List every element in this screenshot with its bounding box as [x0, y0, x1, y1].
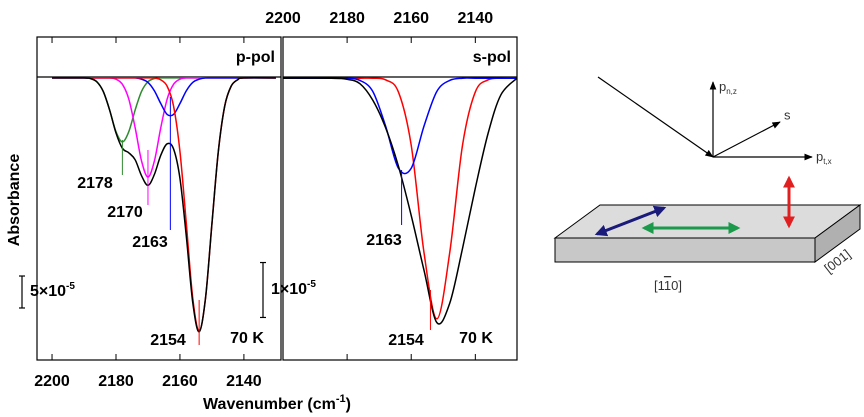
- beam-label-sub: n,z: [726, 87, 737, 96]
- x-tick-label: 2160: [162, 373, 198, 390]
- peak-label: 2170: [107, 204, 143, 221]
- scale-bar-text: 5×10: [30, 283, 66, 300]
- peak-label: 2163: [132, 234, 168, 251]
- spectrum-line: [52, 78, 276, 116]
- spectrum-panel: p-pol 70 K 2200 2180 2160 2140 2178 2170 2163 215…: [19, 37, 276, 390]
- temperature-label: 70 K: [459, 330, 493, 347]
- scale-bar-exponent: -5: [307, 279, 316, 290]
- x-tick-label: 2180: [98, 373, 134, 390]
- peak-label: 2154: [388, 332, 424, 349]
- panel-frame: [37, 37, 281, 360]
- scale-bar-exponent: -5: [66, 281, 75, 292]
- crystal-axis-part: 1: [664, 278, 671, 293]
- slab-front: [555, 238, 815, 262]
- x-tick-label: 2160: [393, 10, 429, 27]
- beam-label-sub: t,x: [823, 157, 831, 166]
- spectrum-line: [52, 78, 276, 177]
- s-arrow: [713, 122, 780, 157]
- temperature-label: 70 K: [230, 330, 264, 347]
- y-axis-label: Absorbance: [6, 154, 23, 247]
- crystal-axis-label: [110]: [654, 278, 682, 293]
- scale-bar-text: 1×10: [271, 281, 307, 298]
- x-tick-label: 2200: [34, 373, 70, 390]
- panel-frames: [37, 37, 517, 360]
- peak-label: 2163: [366, 232, 402, 249]
- x-axis-label-end: ): [346, 396, 351, 413]
- panel-frame: [283, 37, 517, 360]
- incident-beam: [598, 77, 713, 157]
- x-axis-label: Wavenumber (cm-1): [203, 393, 351, 413]
- spectrum-line: [283, 78, 517, 319]
- peak-label: 2154: [150, 332, 186, 349]
- x-tick-label: 2140: [458, 10, 494, 27]
- geometry-diagram: pn,z s pt,x [110] [001]: [555, 77, 860, 293]
- beam-label: pn,z: [719, 79, 737, 96]
- panel-title: s-pol: [473, 49, 511, 66]
- beam-label-main: p: [719, 79, 726, 94]
- scale-bar-label: 5×10-5: [30, 281, 75, 301]
- spectrum-panel: s-pol 70 K 2200 2180 2160 2140 2163 2154 1×10-5: [260, 10, 517, 360]
- x-tick-label: 2140: [226, 373, 262, 390]
- x-axis-label-text: Wavenumber (cm: [203, 396, 336, 413]
- spectrum-line: [283, 78, 517, 324]
- x-axis-label-sup: -1: [336, 393, 346, 405]
- beam-label-main: p: [816, 149, 823, 164]
- x-tick-label: 2200: [265, 10, 301, 27]
- beam-label: s: [784, 107, 791, 122]
- crystal-axis-part: 0]: [671, 278, 682, 293]
- x-tick-label: 2180: [329, 10, 365, 27]
- peak-label: 2178: [77, 175, 113, 192]
- scale-bar-label: 1×10-5: [271, 279, 316, 299]
- figure: Absorbance Wavenumber (cm-1) pn,z s pt,x…: [0, 0, 864, 417]
- beam-label: pt,x: [816, 149, 832, 166]
- panel-title: p-pol: [236, 49, 275, 66]
